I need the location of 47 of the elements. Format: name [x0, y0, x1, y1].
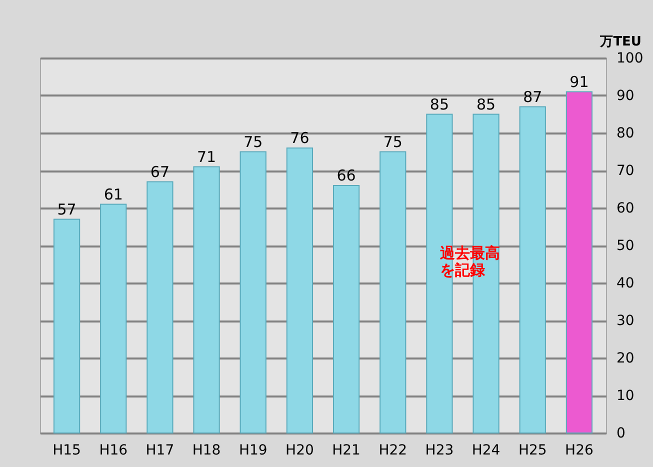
bar	[519, 106, 546, 434]
bar	[146, 181, 174, 434]
y-tick-label: 10	[616, 388, 634, 404]
data-label: 75	[244, 132, 263, 151]
bar	[193, 166, 220, 434]
y-axis-title: 万TEU	[599, 34, 642, 50]
y-tick-label: 20	[616, 350, 634, 366]
y-tick-label: 30	[616, 313, 634, 329]
bar	[332, 185, 360, 434]
data-label: 87	[523, 88, 542, 106]
x-tick-label: H21	[332, 442, 360, 458]
data-label: 66	[336, 166, 356, 184]
y-tick-label: 50	[616, 238, 634, 254]
data-label: 85	[476, 95, 496, 114]
y-tick-label: 0	[616, 426, 626, 442]
data-label: 75	[383, 132, 402, 151]
y-tick-label: 70	[616, 163, 634, 179]
bar	[380, 151, 406, 434]
bar	[286, 148, 314, 434]
bar	[240, 151, 266, 434]
bar	[100, 204, 127, 434]
data-label: 91	[570, 72, 589, 91]
y-tick-label: 80	[616, 126, 634, 142]
bar	[53, 218, 80, 434]
data-label: 71	[196, 148, 216, 166]
x-tick-label: H16	[99, 442, 128, 458]
x-tick-label: H15	[52, 442, 81, 458]
x-tick-label: H26	[565, 442, 594, 458]
x-tick-label: H22	[378, 442, 408, 458]
annotation: 過去最高を記録	[439, 244, 500, 279]
data-label: 57	[57, 200, 76, 218]
y-tick-label: 60	[616, 200, 634, 216]
y-tick-label: 90	[616, 88, 634, 104]
x-tick-label: H25	[518, 442, 547, 458]
x-tick-label: H17	[146, 442, 174, 458]
data-label: 67	[150, 162, 170, 181]
y-tick-label: 100	[616, 50, 644, 66]
data-label: 76	[290, 129, 310, 147]
bar	[566, 91, 593, 434]
y-tick-label: 40	[616, 276, 634, 292]
x-tick-label: H23	[425, 442, 454, 458]
data-label: 85	[430, 95, 450, 114]
x-tick-label: H20	[286, 442, 314, 458]
x-tick-label: H24	[472, 442, 500, 458]
x-tick-label: H19	[238, 442, 268, 458]
data-label: 61	[104, 185, 123, 204]
x-tick-label: H18	[192, 442, 221, 458]
